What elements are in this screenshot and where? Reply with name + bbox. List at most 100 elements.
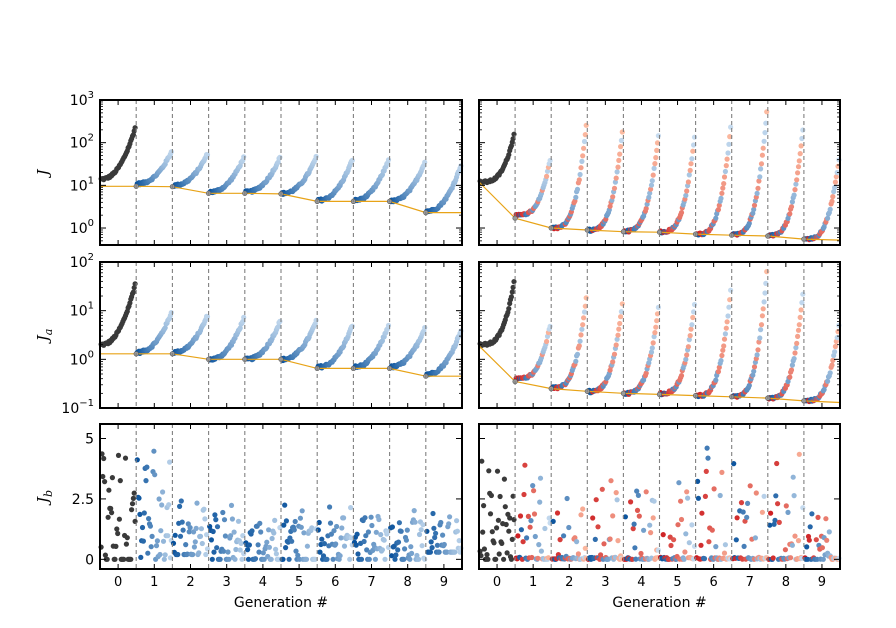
- point-Jb-right-gen1: [546, 515, 552, 521]
- x-axis-label: Generation #: [612, 595, 706, 611]
- point-Jb-left-gen9: [428, 539, 434, 545]
- point-J-right-gen2: [581, 138, 588, 145]
- point-J-right-gen5: [685, 179, 692, 185]
- y-tick-label: 102: [70, 133, 94, 152]
- point-Jb-right-gen9: [819, 545, 826, 551]
- point-Jb-left-gen8: [418, 527, 424, 533]
- point-J-right-gen7: [758, 161, 765, 167]
- point-Jb-right-gen9: [815, 514, 821, 521]
- point-Jb-left-gen4: [252, 556, 259, 562]
- point-Jb-left-gen1: [166, 502, 172, 508]
- point-Jb-left-gen6: [315, 527, 321, 533]
- point-Jb-left-gen9: [441, 541, 447, 548]
- point-J-right-gen5: [687, 167, 693, 173]
- point-Jb-left-gen7: [385, 529, 391, 535]
- point-Jb-left-gen2: [191, 544, 197, 550]
- point-J-right-gen7: [746, 220, 752, 226]
- point-Jb-left-gen2: [202, 516, 208, 522]
- point-Jb-right-gen5: [676, 480, 682, 486]
- point-Ja-right-gen4: [651, 334, 657, 340]
- point-Jb-left-gen8: [393, 552, 399, 558]
- point-Jb-left-gen9: [431, 525, 437, 531]
- point-J-right-gen2: [577, 171, 583, 178]
- point-Jb-right-gen0: [506, 528, 512, 534]
- point-Jb-left-gen1: [149, 533, 155, 540]
- point-Jb-left-gen9: [427, 549, 433, 555]
- point-Jb-left-gen3: [221, 548, 227, 554]
- points-layer: [98, 109, 842, 562]
- point-Jb-left-gen7: [365, 529, 371, 535]
- point-Ja-right-gen5: [686, 337, 692, 343]
- point-Jb-left-gen9: [438, 519, 444, 526]
- point-Jb-right-gen0: [494, 468, 501, 474]
- x-tick-label: 8: [782, 575, 790, 590]
- point-J-right-gen3: [613, 175, 619, 181]
- point-Jb-right-gen6: [699, 510, 705, 516]
- point-Jb-left-gen8: [411, 508, 417, 514]
- point-Jb-left-gen1: [140, 538, 146, 544]
- point-Jb-left-gen5: [293, 548, 299, 554]
- point-Jb-right-gen8: [790, 474, 796, 480]
- point-Jb-right-gen8: [792, 533, 798, 539]
- y-tick-label: 102: [70, 252, 94, 271]
- point-Jb-left-gen3: [241, 551, 247, 557]
- point-J-right-gen6: [724, 156, 730, 162]
- point-Ja-right-gen4: [653, 324, 659, 330]
- point-Jb-right-gen1: [520, 539, 526, 545]
- point-Jb-right-gen8: [772, 517, 778, 524]
- point-Jb-right-gen1: [527, 524, 533, 530]
- point-Ja-right-gen8: [798, 307, 804, 313]
- point-Jb-right-gen5: [691, 543, 698, 549]
- point-Ja-right-gen4: [648, 349, 655, 355]
- point-Jb-left-gen3: [221, 517, 228, 523]
- point-J-right-gen3: [615, 164, 621, 170]
- point-J-right-gen2: [574, 186, 581, 192]
- point-Jb-right-gen6: [709, 527, 715, 533]
- point-Jb-left-gen8: [395, 547, 401, 553]
- point-Jb-left-gen2: [204, 546, 211, 552]
- point-Ja-right-gen6: [727, 297, 733, 303]
- point-Jb-left-gen6: [327, 504, 333, 510]
- point-Jb-right-gen0: [481, 546, 487, 552]
- point-J-right-gen3: [618, 144, 624, 150]
- point-Jb-right-gen3: [595, 524, 601, 530]
- x-tick-label: 2: [186, 575, 194, 590]
- point-Jb-right-gen2: [578, 512, 584, 518]
- point-Ja-right-gen7: [761, 299, 767, 305]
- point-Jb-left-gen4: [256, 549, 262, 555]
- point-Jb-left-gen4: [260, 550, 266, 556]
- point-Jb-right-gen3: [593, 497, 599, 503]
- point-Jb-left-gen8: [395, 539, 402, 545]
- point-Jb-left-gen1: [156, 496, 162, 502]
- point-Ja-right-gen8: [796, 322, 802, 328]
- point-J-right-gen8: [795, 170, 801, 176]
- point-Jb-right-gen8: [795, 538, 802, 544]
- point-Jb-left-gen1: [137, 511, 143, 517]
- point-Jb-right-gen9: [820, 556, 826, 562]
- point-J-right-gen3: [612, 179, 619, 185]
- point-Ja-right-gen1: [544, 333, 551, 339]
- point-Jb-left-gen0: [100, 473, 106, 480]
- point-Jb-left-gen6: [337, 553, 343, 559]
- point-Ja-right-gen8: [793, 345, 799, 351]
- point-Jb-left-gen3: [214, 524, 221, 530]
- point-J-left-gen1: [168, 149, 174, 155]
- point-Jb-left-gen6: [324, 556, 330, 562]
- point-J-right-gen5: [691, 142, 697, 148]
- point-Jb-right-gen6: [705, 455, 711, 461]
- point-Jb-left-gen2: [201, 506, 207, 512]
- point-Ja-right-gen9: [827, 370, 833, 376]
- point-Jb-right-gen4: [634, 507, 641, 513]
- point-Jb-left-gen3: [226, 556, 232, 562]
- point-Ja-right-gen2: [576, 343, 582, 349]
- point-Jb-right-gen4: [628, 499, 634, 505]
- point-Jb-left-gen0: [114, 526, 120, 532]
- x-tick-label: 9: [818, 575, 826, 590]
- point-J-right-gen3: [618, 137, 625, 144]
- point-Jb-left-gen4: [255, 542, 261, 548]
- point-Jb-left-gen1: [148, 544, 154, 550]
- point-Jb-right-gen2: [572, 535, 578, 541]
- point-Ja-right-gen7: [756, 339, 762, 345]
- point-Jb-right-gen7: [753, 490, 759, 496]
- point-Ja-right-gen8: [799, 300, 805, 306]
